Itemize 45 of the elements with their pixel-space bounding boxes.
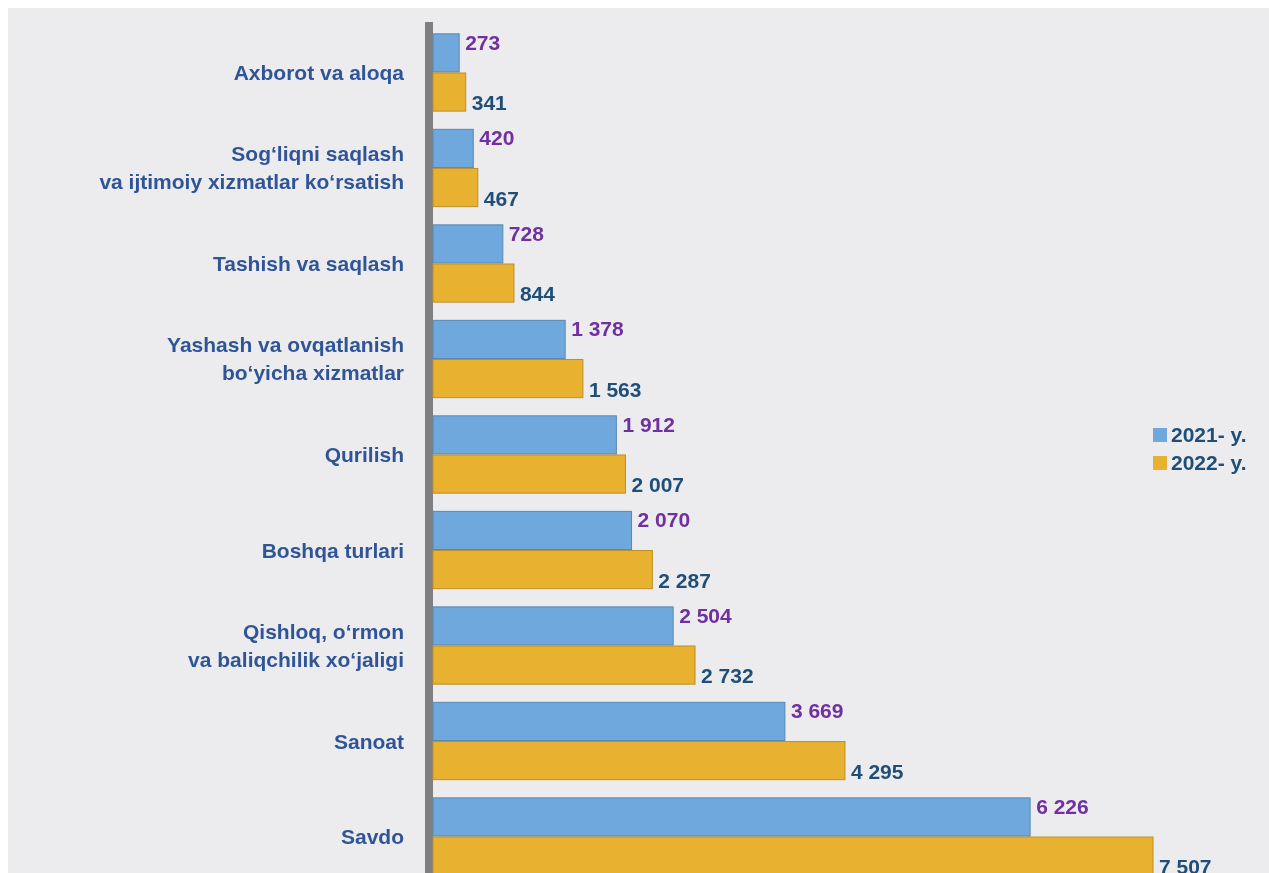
y-tick-label: Sog‘liqni saqlash va ijtimoiy xizmatlar ko‘rsatish [99, 142, 404, 194]
bar [432, 645, 696, 685]
bar [432, 741, 846, 781]
data-label: 844 [519, 282, 556, 306]
bar [432, 358, 584, 399]
y-tick-label: Tashish va saqlash [212, 251, 404, 275]
bar [432, 510, 633, 551]
data-label: 2 504 [679, 603, 733, 627]
bar [432, 550, 653, 590]
bar [432, 167, 479, 208]
data-label: 3 669 [790, 699, 844, 723]
y-tick-label: Yashash va ovqatlanish bo‘yicha xizmatlar [167, 333, 404, 385]
data-label: 1 378 [571, 317, 625, 341]
data-label: 6 226 [1036, 794, 1089, 818]
bar [432, 454, 626, 494]
y-tick-label: Savdo [340, 825, 404, 849]
bar [432, 606, 674, 646]
data-label: 2 070 [637, 508, 691, 532]
bar [432, 128, 474, 168]
y-tick-label: Axborot va aloqa [233, 60, 405, 84]
data-label: 420 [479, 126, 515, 150]
bar [432, 224, 504, 264]
data-label: 2 732 [701, 664, 754, 688]
data-label: 2 007 [631, 473, 685, 497]
data-label: 728 [508, 221, 545, 245]
bar [432, 72, 467, 112]
legend-label: 2022- y. [1171, 451, 1247, 474]
bar [432, 415, 617, 455]
bar [432, 797, 1031, 837]
data-label: 1 912 [622, 412, 675, 436]
y-tick-label: Qishloq, o‘rmon va baliqchilik xo‘jaligi [188, 620, 404, 672]
data-label: 1 563 [588, 377, 642, 401]
bar [432, 701, 786, 742]
bar [432, 33, 460, 73]
data-label: 273 [465, 30, 501, 54]
legend-label: 2021- y. [1171, 423, 1247, 446]
data-label: 467 [483, 186, 519, 210]
y-tick-label: Boshqa turlari [261, 538, 404, 562]
bar [432, 263, 515, 303]
bar [432, 319, 566, 359]
data-label: 2 287 [658, 568, 711, 592]
data-label: 4 295 [850, 759, 904, 783]
y-tick-label: Sanoat [333, 729, 404, 753]
y-tick-label: Qurilish [324, 443, 404, 466]
data-label: 341 [471, 91, 508, 115]
